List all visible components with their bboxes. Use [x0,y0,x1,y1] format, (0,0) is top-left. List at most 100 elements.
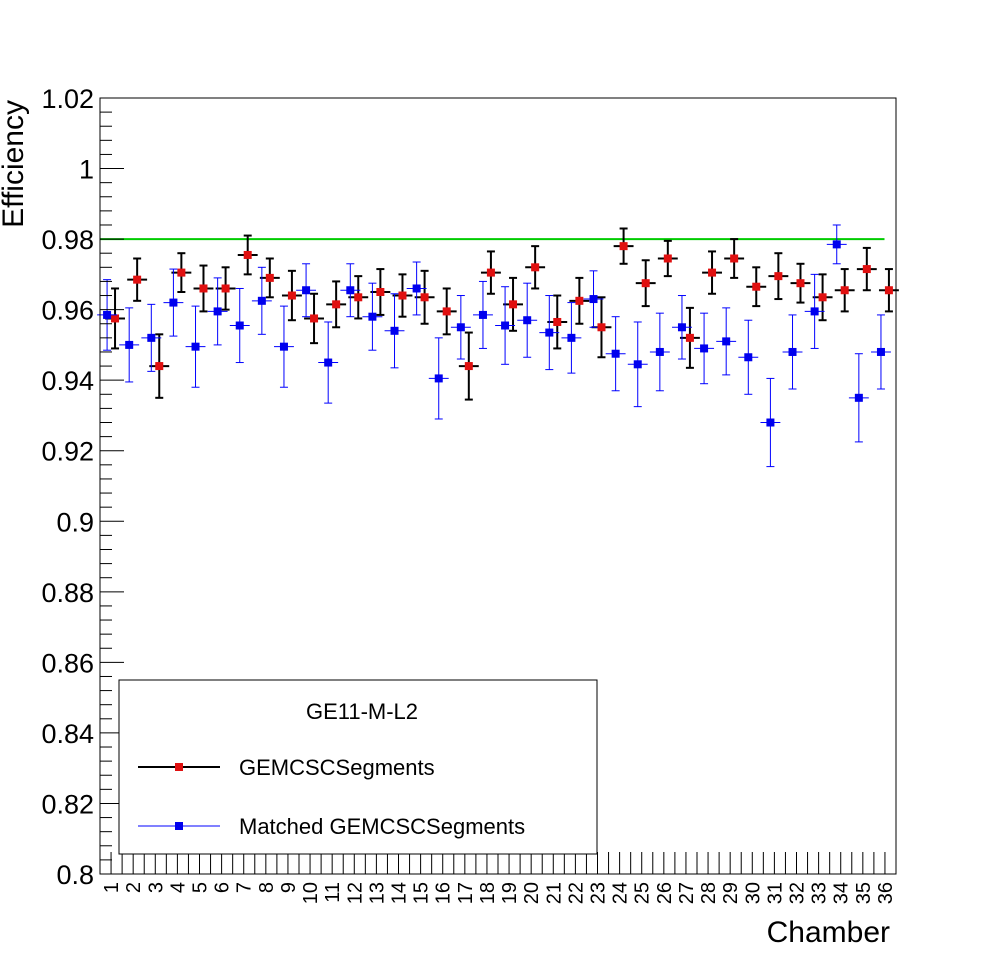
x-tick-label: 20 [521,882,543,904]
x-tick-label: 16 [433,882,455,904]
data-point [589,295,598,304]
x-tick-label: 25 [632,882,654,904]
y-tick-label: 0.92 [41,437,94,467]
data-point [677,323,686,332]
legend-label-gemcsc: GEMCSCSegments [239,755,435,780]
legend-marker-matched [175,822,183,830]
data-point [884,286,893,295]
x-tick-label: 24 [610,882,632,904]
data-point [478,310,487,319]
x-tick-label: 32 [787,882,809,904]
data-point [486,268,495,277]
y-tick-label: 1 [79,155,94,185]
data-point [302,286,311,295]
data-point [597,323,606,332]
y-axis-label: Efficiency [0,100,30,228]
x-tick-label: 5 [190,882,212,893]
data-point [876,347,885,356]
x-tick-label: 1 [101,882,123,893]
y-tick-label: 0.9 [56,507,94,537]
data-point [310,314,319,323]
y-axis: 0.8 0.82 0.84 0.86 0.88 0.9 0.92 0.94 0.96 0.98 1 1… [41,84,124,890]
data-point [125,340,134,349]
x-tick-label: 17 [455,882,477,904]
data-point [221,284,230,293]
data-point [111,314,120,323]
data-point [553,317,562,326]
x-tick-label: 3 [145,882,167,893]
data-point [611,349,620,358]
x-tick-label: 30 [742,882,764,904]
legend-title: GE11-M-L2 [306,699,418,724]
data-point [398,291,407,300]
data-point [191,342,200,351]
data-point [103,310,112,319]
data-point [199,284,208,293]
data-point [169,298,178,307]
data-point [287,291,296,300]
y-tick-label: 0.84 [41,719,94,749]
data-point [545,328,554,337]
x-tick-label: 7 [234,882,256,893]
data-point [655,347,664,356]
y-tick-label: 0.82 [41,789,94,819]
data-point [708,268,717,277]
x-axis: 1 2 3 4 5 6 7 8 9 10 11 12 13 14 15 16 17 18 19 20 21 22 23 24 2… [101,852,897,904]
x-tick-label: 2 [123,882,145,893]
data-point [464,362,473,371]
legend-marker-gemcsc [175,763,183,771]
data-point [818,293,827,302]
data-point [840,286,849,295]
data-point [368,312,377,321]
data-point [434,374,443,383]
x-tick-label: 19 [499,882,521,904]
y-tick-label: 0.98 [41,225,94,255]
data-point [774,272,783,281]
data-point [390,326,399,335]
series-matched [97,224,891,468]
x-tick-label: 10 [300,882,322,904]
data-point [641,279,650,288]
data-point [213,307,222,316]
data-point [744,353,753,362]
data-point [279,342,288,351]
data-point [442,307,451,316]
data-point [619,242,628,251]
data-point [766,418,775,427]
y-tick-label: 0.86 [41,648,94,678]
data-point [633,360,642,369]
x-tick-label: 34 [831,882,853,904]
x-tick-label: 9 [278,882,300,893]
data-point [235,321,244,330]
data-point [265,273,274,282]
x-tick-label: 18 [477,882,499,904]
x-tick-label: 36 [875,882,897,904]
data-point [752,282,761,291]
x-tick-label: 14 [389,882,411,904]
x-tick-label: 6 [212,882,234,893]
data-point [810,307,819,316]
data-point [854,393,863,402]
data-point [531,263,540,272]
data-point [456,323,465,332]
x-tick-label: 29 [720,882,742,904]
legend-label-matched: Matched GEMCSCSegments [239,814,525,839]
data-point [832,240,841,249]
y-tick-label: 0.96 [41,296,94,326]
data-point [420,293,429,302]
x-tick-label: 33 [809,882,831,904]
data-point [412,284,421,293]
x-tick-label: 23 [588,882,610,904]
data-point [155,362,164,371]
data-point [324,358,333,367]
series-group [97,224,899,468]
data-point [133,275,142,284]
x-tick-label: 11 [322,882,344,903]
x-tick-label: 27 [676,882,698,904]
data-point [700,344,709,353]
x-tick-label: 8 [256,882,278,893]
data-point [243,250,252,259]
data-point [685,333,694,342]
data-point [501,321,510,330]
